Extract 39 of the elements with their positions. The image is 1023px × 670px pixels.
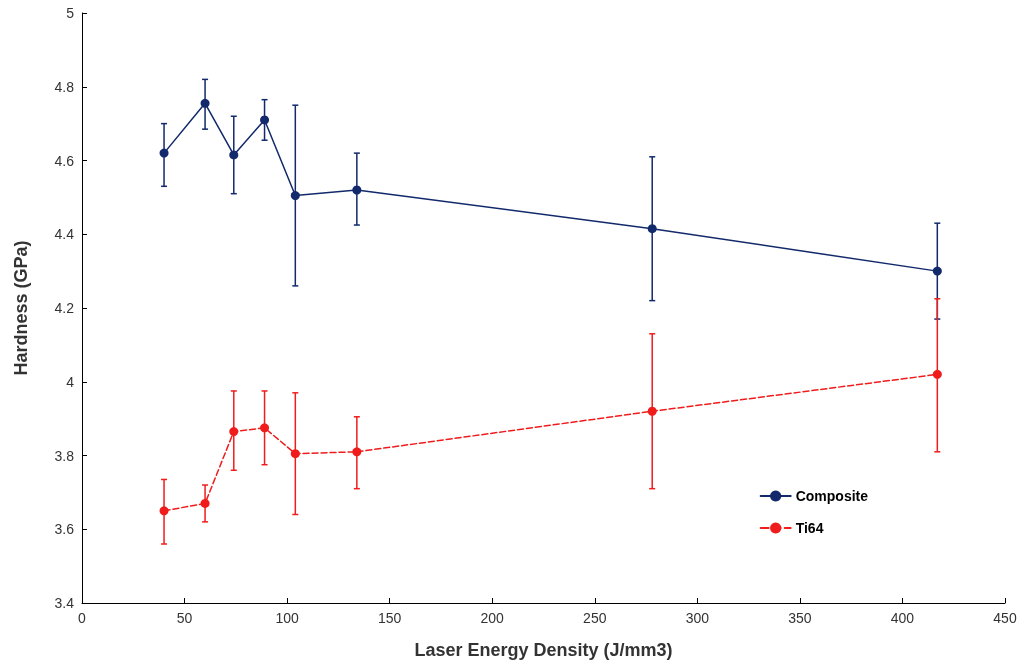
legend-label: Composite — [795, 488, 869, 504]
point — [200, 498, 210, 508]
point — [352, 185, 362, 195]
x-tick-label: 100 — [275, 610, 299, 626]
y-tick-label: 3.4 — [54, 595, 75, 611]
point — [932, 266, 942, 276]
x-tick-label: 0 — [78, 610, 87, 626]
point — [290, 449, 300, 459]
y-tick-label: 4.4 — [54, 226, 75, 243]
x-tick-label: 400 — [890, 610, 915, 626]
x-tick-label: 250 — [583, 610, 607, 626]
x-tick-label: 150 — [377, 610, 402, 626]
y-tick-label: 5 — [66, 5, 75, 21]
y-tick-label: 4.8 — [54, 78, 75, 95]
y-axis-title: Hardness (GPa) — [11, 240, 31, 376]
legend-label: Ti64 — [795, 520, 824, 536]
point — [260, 423, 270, 433]
x-axis-title: Laser Energy Density (J/mm3) — [414, 640, 673, 660]
point — [200, 98, 210, 108]
point — [647, 224, 657, 234]
y-tick-label: 3.8 — [54, 447, 75, 464]
y-tick-label: 4.6 — [54, 152, 75, 169]
point — [932, 369, 942, 379]
y-tick-label: 3.6 — [54, 521, 75, 538]
point — [229, 150, 239, 160]
x-tick-label: 350 — [788, 610, 812, 626]
x-tick-label: 450 — [993, 610, 1017, 626]
point — [352, 447, 362, 457]
x-tick-label: 300 — [685, 610, 710, 626]
y-tick-label: 4 — [66, 373, 75, 390]
point — [159, 506, 169, 516]
point — [290, 191, 300, 201]
x-tick-label: 50 — [176, 610, 193, 626]
x-tick-label: 200 — [480, 610, 505, 626]
point — [647, 406, 657, 416]
y-tick-label: 4.2 — [54, 300, 75, 316]
point — [260, 115, 270, 125]
point — [159, 148, 169, 158]
point — [229, 427, 239, 437]
